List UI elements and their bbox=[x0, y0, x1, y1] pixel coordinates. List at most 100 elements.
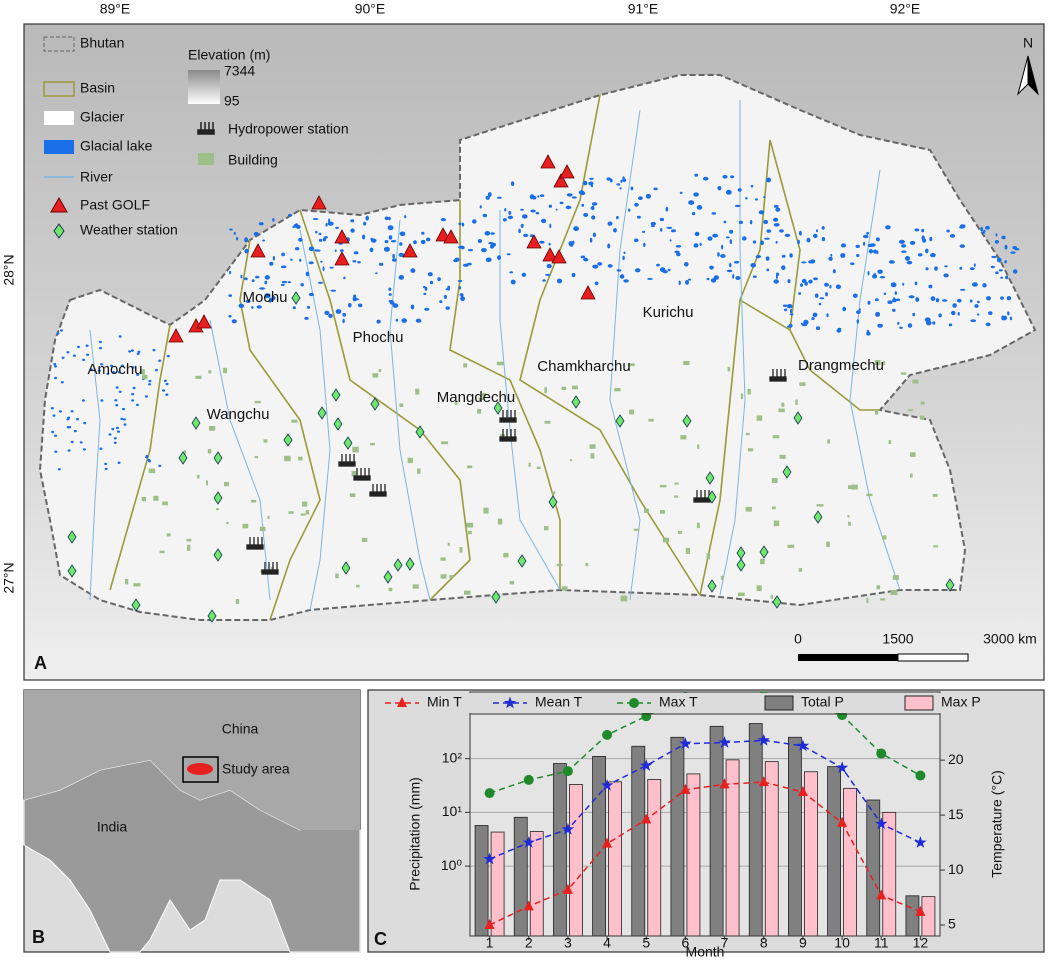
glacial-lake bbox=[334, 249, 337, 252]
glacial-lake bbox=[659, 217, 665, 222]
glacial-lake bbox=[429, 280, 434, 285]
weather-station bbox=[759, 545, 769, 559]
legend-symbol bbox=[43, 81, 75, 97]
glacial-lake bbox=[388, 216, 391, 221]
glacial-lake bbox=[410, 304, 415, 310]
glacial-lake bbox=[829, 284, 832, 289]
weather-station bbox=[370, 397, 380, 411]
basin-label: Kurichu bbox=[643, 304, 694, 321]
hydropower-station bbox=[769, 369, 787, 382]
glacial-lake bbox=[578, 190, 585, 195]
glacial-lake bbox=[840, 243, 847, 248]
glacial-lake bbox=[749, 220, 753, 225]
building bbox=[378, 369, 382, 373]
building bbox=[912, 379, 919, 384]
hydropower-base bbox=[499, 436, 517, 442]
glacial-lake bbox=[671, 229, 677, 233]
line-marker bbox=[602, 837, 613, 848]
glacial-lake bbox=[693, 243, 699, 248]
x-tick-label: 1 bbox=[486, 935, 494, 951]
bar bbox=[474, 825, 489, 937]
building bbox=[140, 369, 145, 375]
building bbox=[648, 418, 654, 422]
weather-station bbox=[517, 554, 527, 568]
building bbox=[153, 495, 159, 501]
building bbox=[756, 585, 762, 592]
scale-bar bbox=[798, 654, 898, 661]
line-marker bbox=[523, 774, 534, 785]
building bbox=[195, 375, 202, 379]
glacial-lake bbox=[592, 232, 597, 238]
weather-station bbox=[333, 417, 343, 431]
glacial-lake bbox=[693, 192, 699, 197]
glacial-lake bbox=[300, 283, 305, 287]
building bbox=[737, 592, 745, 597]
legend-label: Hydropower station bbox=[228, 121, 349, 137]
building bbox=[585, 563, 589, 567]
line-marker bbox=[915, 770, 926, 781]
glacial-lake bbox=[943, 273, 949, 278]
glacial-lake bbox=[590, 206, 595, 210]
glacial-lake bbox=[580, 255, 586, 259]
glacial-lake bbox=[573, 226, 579, 232]
glacial-lake bbox=[583, 180, 588, 186]
glacial-lake bbox=[490, 232, 495, 235]
glacial-lake bbox=[82, 358, 86, 362]
glacial-lake bbox=[643, 242, 646, 247]
glacial-lake bbox=[1000, 296, 1004, 300]
legend-label: 7344 bbox=[224, 63, 255, 79]
glacial-lake bbox=[489, 244, 495, 249]
line-marker bbox=[875, 817, 888, 830]
building bbox=[787, 544, 795, 548]
glacial-lake bbox=[1010, 251, 1016, 254]
line-marker bbox=[719, 778, 730, 789]
glacial-lake bbox=[61, 356, 65, 359]
glacial-lake bbox=[251, 306, 254, 309]
building bbox=[464, 590, 471, 595]
glacial-lake bbox=[342, 312, 347, 317]
bar bbox=[709, 725, 724, 937]
glacial-lake bbox=[145, 456, 149, 459]
glacial-lake bbox=[463, 263, 469, 267]
basin-label: Chamkharchu bbox=[537, 358, 630, 375]
glacial-lake bbox=[892, 308, 896, 312]
glacial-lake bbox=[959, 244, 965, 248]
glacial-lake bbox=[458, 286, 462, 290]
line-marker bbox=[602, 729, 613, 740]
glacial-lake bbox=[565, 205, 572, 210]
glacial-lake bbox=[228, 294, 232, 297]
glacial-lake bbox=[537, 195, 540, 198]
glacial-lake bbox=[459, 293, 464, 297]
building bbox=[372, 373, 379, 378]
glacial-lake bbox=[315, 230, 318, 234]
line-marker bbox=[796, 739, 810, 752]
weather-station bbox=[191, 416, 201, 430]
hydropower-base bbox=[261, 569, 279, 575]
glacial-lake bbox=[66, 426, 70, 429]
glacial-lake bbox=[917, 253, 923, 257]
building bbox=[659, 484, 667, 488]
glacial-lake bbox=[607, 221, 613, 226]
glacial-lake bbox=[702, 176, 709, 181]
basin-label: Phochu bbox=[353, 329, 404, 346]
glacial-lake bbox=[256, 305, 262, 309]
glacial-lake bbox=[81, 399, 85, 402]
glacial-lake bbox=[858, 308, 861, 311]
glacial-lake bbox=[810, 259, 816, 264]
bar bbox=[608, 781, 622, 937]
glacial-lake bbox=[679, 191, 683, 194]
glacial-lake bbox=[362, 234, 366, 240]
bar bbox=[686, 773, 701, 937]
glacial-lake bbox=[948, 323, 953, 327]
glacial-lake bbox=[339, 249, 344, 252]
building bbox=[747, 448, 754, 452]
glacial-lake bbox=[591, 202, 598, 206]
north-label: N bbox=[1023, 35, 1033, 51]
scale-bar bbox=[897, 653, 969, 662]
basin-label: Amochu bbox=[87, 361, 142, 378]
glacial-lake bbox=[325, 223, 328, 227]
glacial-lake bbox=[775, 207, 781, 212]
glacial-lake bbox=[162, 389, 165, 392]
glacial-lake bbox=[592, 264, 599, 269]
